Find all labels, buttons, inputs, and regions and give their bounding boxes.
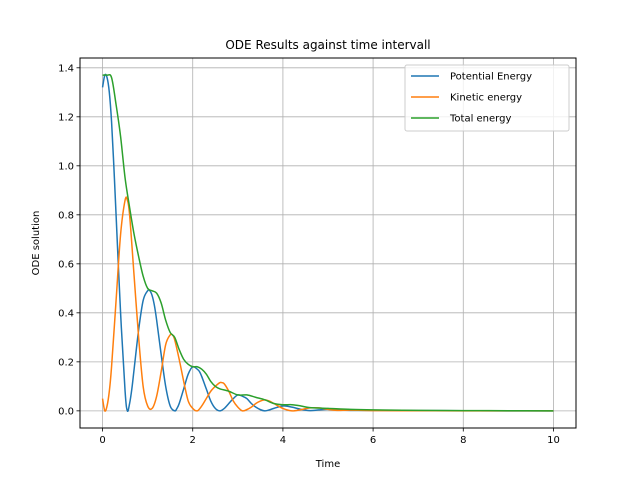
y-tick-label: 1.4 xyxy=(58,63,74,74)
series-line-total-energy xyxy=(102,73,554,412)
legend-label-potential-energy: Potential Energy xyxy=(450,72,532,83)
y-tick-label: 0.4 xyxy=(58,308,74,319)
x-tick-label: 6 xyxy=(370,435,376,446)
y-tick-label: 0.2 xyxy=(58,357,74,368)
legend: Potential Energy Kinetic energy Total ener… xyxy=(404,64,570,132)
legend-label-kinetic-energy: Kinetic energy xyxy=(450,93,522,104)
x-tick-label: 8 xyxy=(460,435,466,446)
series-line-kinetic-energy xyxy=(101,196,554,412)
plot-frame xyxy=(79,57,577,429)
y-tick-label: 1.0 xyxy=(58,161,74,172)
y-axis-label: ODE solution xyxy=(31,211,42,276)
x-tick-label: 4 xyxy=(280,435,286,446)
tick-layer: 0 2 4 6 8 10 0.0 0.2 0.4 0.6 0.8 1.0 1.2 1.4 xyxy=(58,63,560,446)
series-layer xyxy=(101,73,554,413)
legend-label-total-energy: Total energy xyxy=(449,114,511,125)
y-tick-label: 0.8 xyxy=(58,210,74,221)
chart-title: ODE Results against time intervall xyxy=(225,38,430,52)
legend-box xyxy=(404,64,570,132)
y-tick-label: 0.0 xyxy=(58,406,74,417)
x-tick-label: 0 xyxy=(99,435,105,446)
y-tick-label: 1.2 xyxy=(58,112,74,123)
x-tick-label: 2 xyxy=(190,435,196,446)
y-tick-label: 0.6 xyxy=(58,259,74,270)
x-axis-label: Time xyxy=(315,459,340,470)
x-tick-label: 10 xyxy=(547,435,560,446)
